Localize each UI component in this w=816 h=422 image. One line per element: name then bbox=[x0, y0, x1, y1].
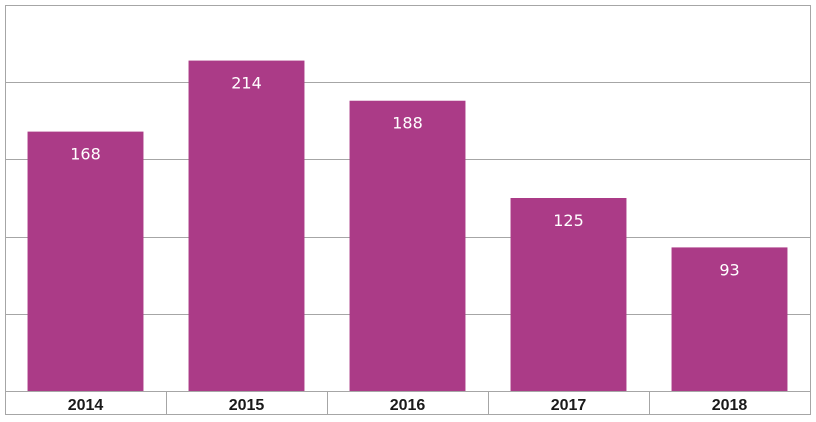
data-labels: 168 214 188 125 93 bbox=[70, 74, 739, 280]
x-tick-label-2017: 2017 bbox=[551, 397, 587, 414]
bar-2016 bbox=[349, 100, 466, 391]
bar-2015 bbox=[188, 60, 305, 392]
data-label-2018: 93 bbox=[719, 260, 739, 279]
x-tick-label-2014: 2014 bbox=[68, 397, 104, 414]
x-tick-label-2015: 2015 bbox=[229, 397, 265, 414]
x-tick-label-2018: 2018 bbox=[712, 397, 748, 414]
x-tick-label-2016: 2016 bbox=[390, 397, 426, 414]
bar-2014 bbox=[27, 131, 144, 391]
data-label-2014: 168 bbox=[70, 145, 101, 164]
chart-frame bbox=[5, 5, 811, 415]
data-label-2016: 188 bbox=[392, 114, 423, 133]
data-label-2017: 125 bbox=[553, 211, 584, 230]
bars bbox=[27, 60, 788, 392]
x-axis: 2014 2015 2016 2017 2018 bbox=[5, 391, 810, 414]
data-label-2015: 214 bbox=[231, 74, 262, 93]
bar-2018 bbox=[671, 247, 788, 391]
bar-2017 bbox=[510, 198, 627, 391]
